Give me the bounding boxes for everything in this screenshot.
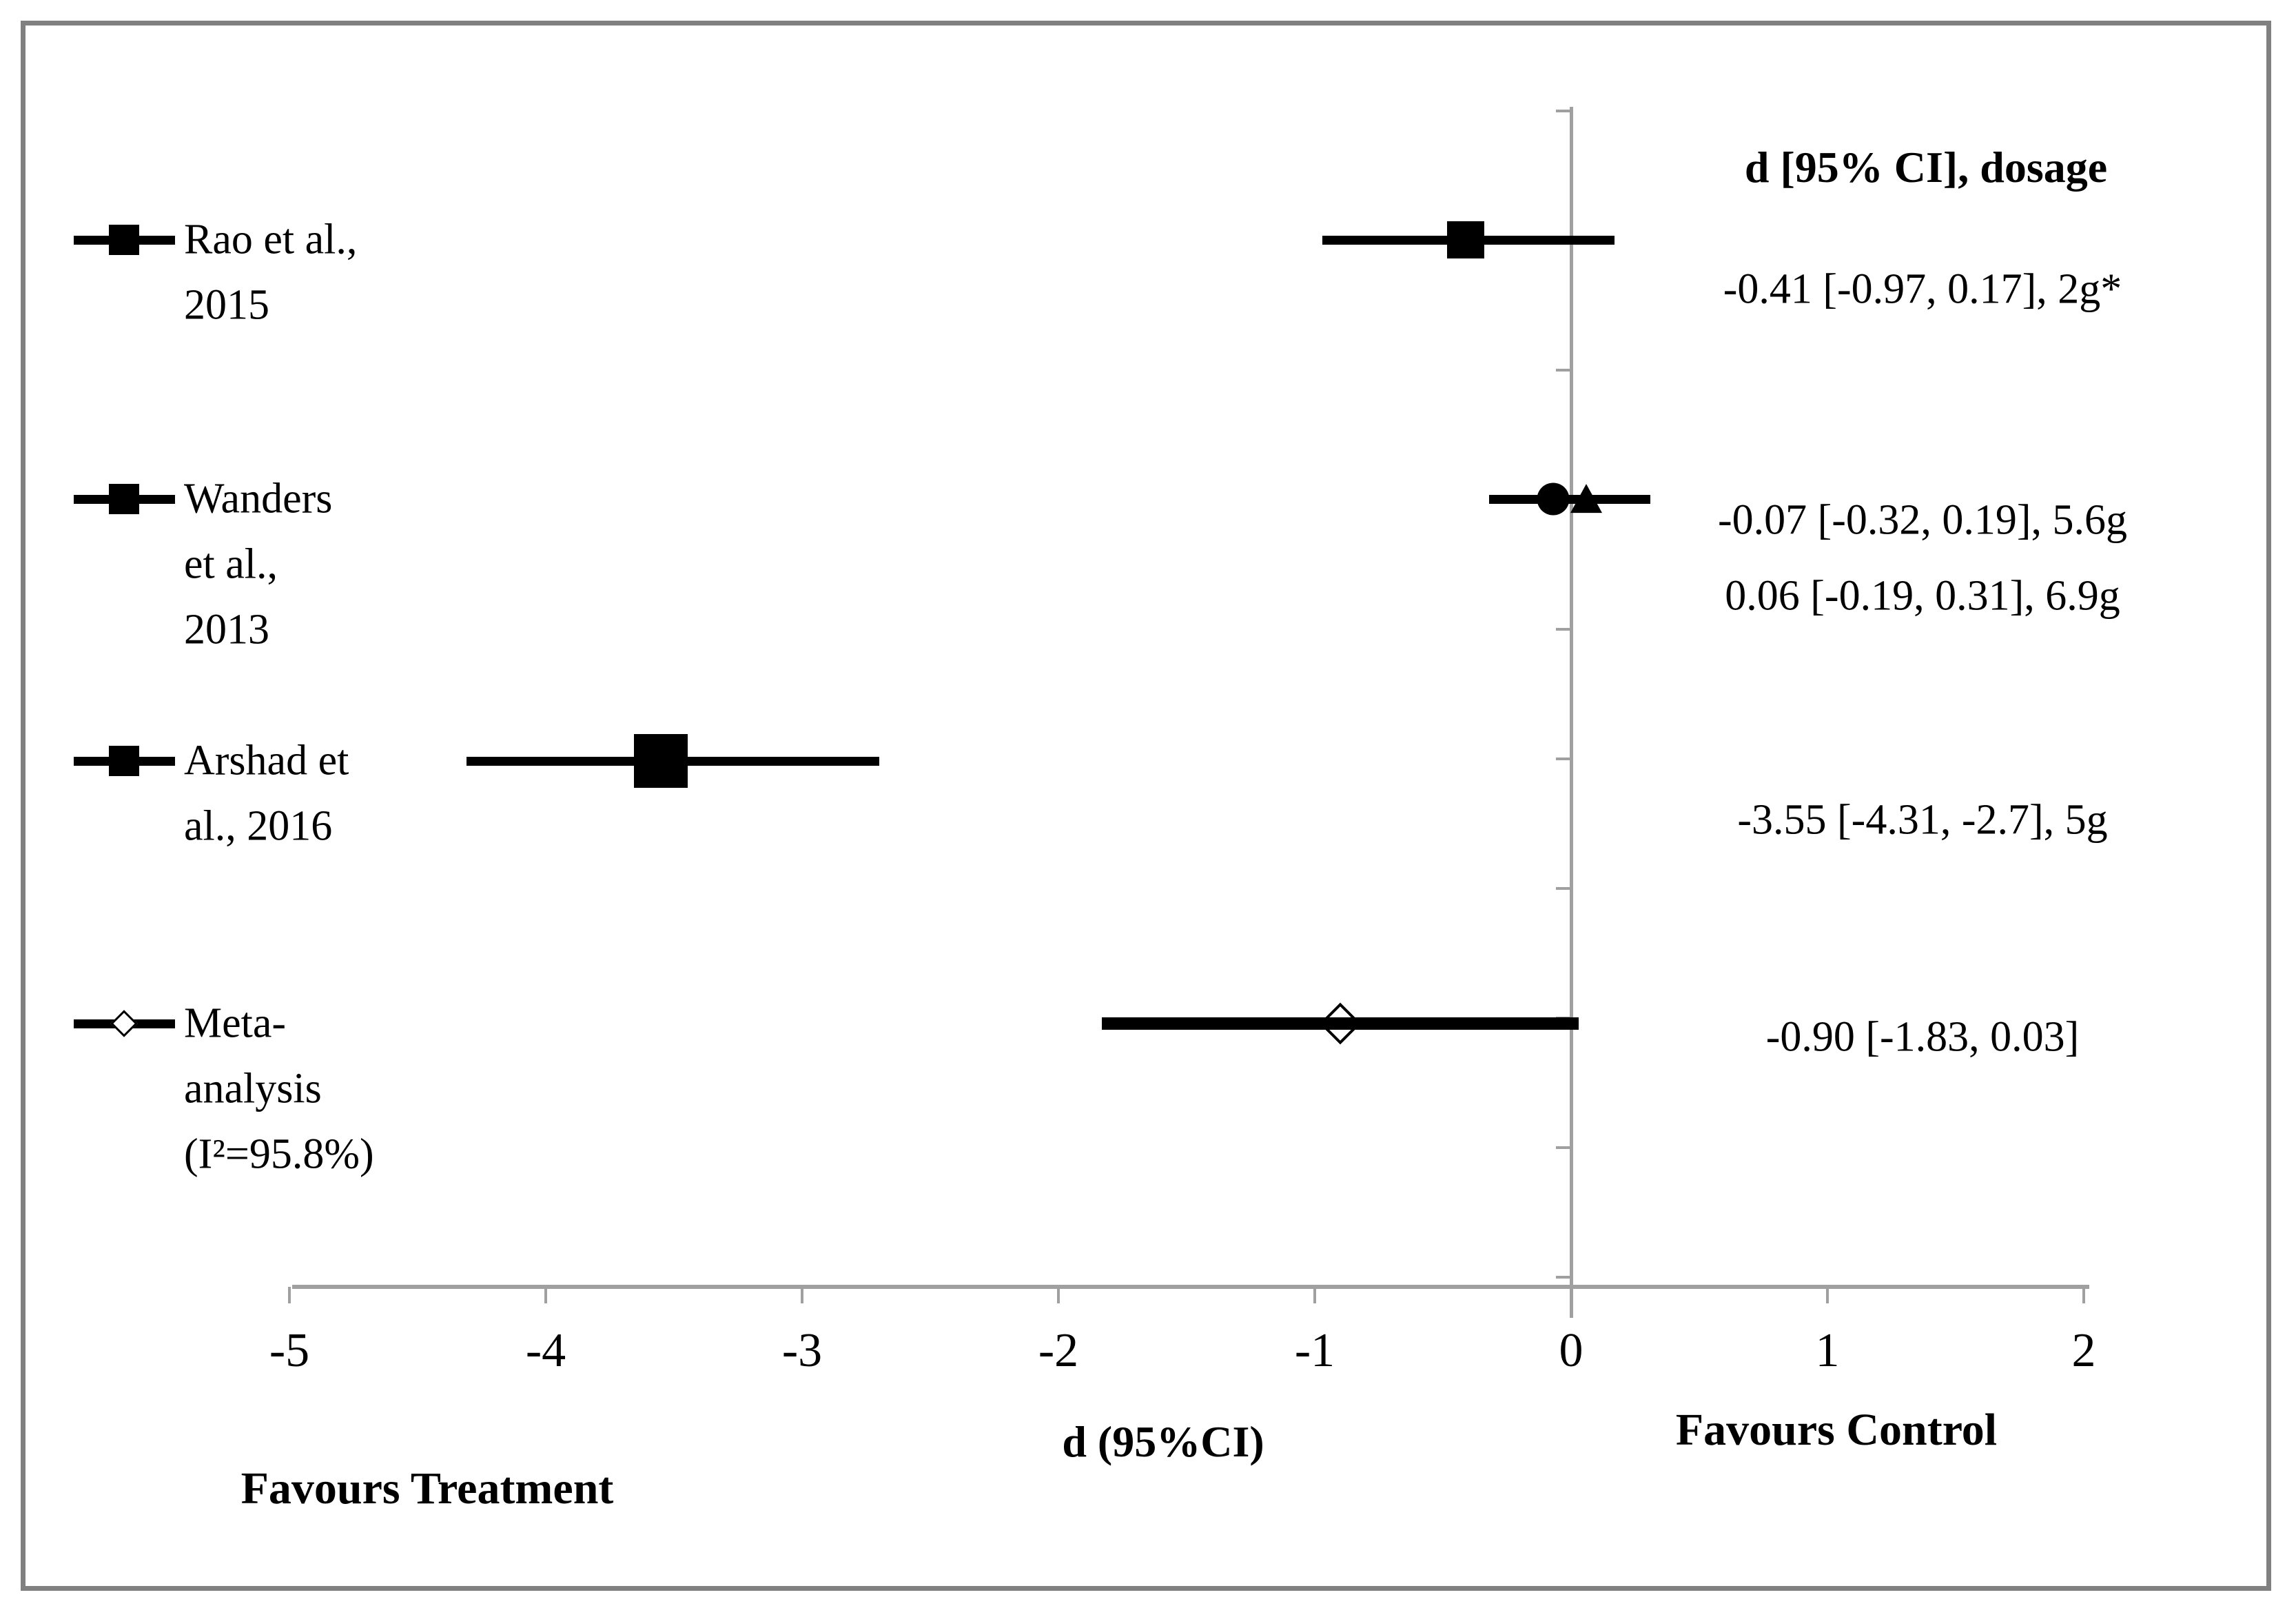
study-label-line: analysis	[184, 1065, 322, 1112]
zero-line	[1569, 107, 1573, 1318]
favours-treatment-label: Favours Treatment	[240, 1463, 614, 1511]
study-label-line: Rao et al.,	[184, 216, 358, 263]
effect-marker-square	[1447, 221, 1485, 258]
x-tick-label: -1	[1294, 1324, 1335, 1377]
legend-marker-square	[109, 484, 139, 514]
favours-treatment-clip: Favours Treatment	[193, 1450, 662, 1511]
legend-marker-square	[109, 225, 139, 255]
study-label-line: Arshad et	[184, 737, 349, 784]
x-tick-label: -3	[781, 1324, 823, 1377]
study-label-line: et al.,	[184, 540, 278, 588]
effect-value-line: -3.55 [-4.31, -2.7], 5g	[1737, 796, 2108, 844]
zero-line-tick	[1556, 628, 1571, 631]
zero-line-tick	[1556, 110, 1571, 112]
x-axis-tick	[801, 1287, 803, 1303]
effect-value-line: 0.06 [-0.19, 0.31], 6.9g	[1725, 572, 2120, 620]
legend-marker-square	[109, 746, 139, 776]
study-label-line: Meta-	[184, 999, 287, 1047]
study-label-line: (I²=95.8%)	[184, 1130, 374, 1178]
x-axis-tick	[1826, 1287, 1829, 1303]
x-axis-tick	[2082, 1287, 2085, 1303]
x-tick-label: 2	[2071, 1324, 2096, 1377]
effect-value-line: -0.07 [-0.32, 0.19], 5.6g	[1717, 496, 2128, 544]
x-tick-label: -4	[525, 1324, 566, 1377]
x-tick-label: -5	[269, 1324, 310, 1377]
zero-line-tick	[1556, 1276, 1571, 1279]
effect-marker-circle	[1537, 482, 1570, 516]
ci-line	[1102, 1017, 1579, 1030]
figure-border	[21, 21, 2271, 1591]
x-axis-title: d (95%CI)	[1062, 1417, 1264, 1466]
zero-line-tick	[1556, 1146, 1571, 1149]
x-tick-label: 0	[1559, 1324, 1583, 1377]
zero-line-tick	[1556, 887, 1571, 890]
x-axis-line	[292, 1285, 2089, 1289]
x-axis-tick	[288, 1287, 291, 1303]
x-axis-tick	[544, 1287, 547, 1303]
effect-marker-triangle	[1570, 484, 1603, 513]
zero-line-tick	[1556, 757, 1571, 760]
effect-marker-square	[634, 734, 688, 788]
study-label-line: Wanders	[184, 475, 333, 522]
study-label-line: 2013	[184, 606, 269, 653]
study-label-line: 2015	[184, 281, 269, 329]
effect-value-line: -0.90 [-1.83, 0.03]	[1765, 1013, 2080, 1061]
study-label-line: al., 2016	[184, 802, 333, 850]
x-tick-label: 1	[1815, 1324, 1840, 1377]
x-axis-tick	[1313, 1287, 1316, 1303]
x-tick-label: -2	[1038, 1324, 1079, 1377]
zero-line-tick	[1556, 369, 1571, 372]
x-axis-tick	[1057, 1287, 1060, 1303]
effect-value-line: -0.41 [-0.97, 0.17], 2g*	[1723, 265, 2122, 313]
favours-control-label: Favours Control	[1675, 1405, 1998, 1455]
column-header: d [95% CI], dosage	[1744, 143, 2108, 192]
